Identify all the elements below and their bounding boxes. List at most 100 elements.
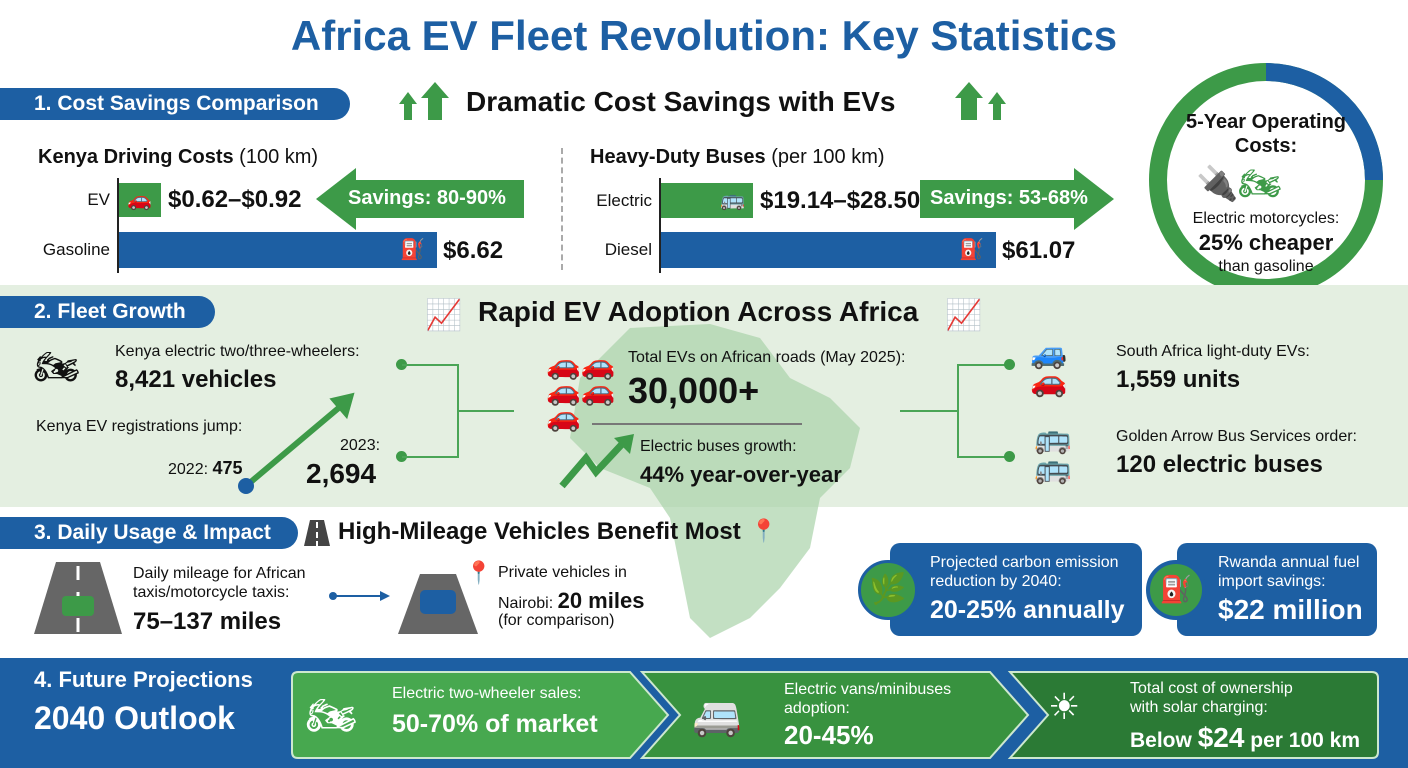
carbon-reduction-card xyxy=(890,543,1142,636)
diesel-cost-bar: ⛽ xyxy=(661,232,996,268)
connector-dot xyxy=(1004,359,1015,370)
section-4-title: 4. Future Projections xyxy=(34,667,253,692)
connector xyxy=(958,456,1008,458)
chart-growth-icon: 📈 xyxy=(425,299,463,332)
c1-label: Electric two-wheeler sales: xyxy=(392,685,582,702)
road-icon xyxy=(304,520,330,546)
gasoline-cost-bar: ⛽ xyxy=(119,232,437,268)
no-fuel-icon: ⛽ xyxy=(1146,560,1206,620)
c3-label: Total cost of ownership with solar chargi… xyxy=(1130,680,1293,716)
connector-dot xyxy=(396,451,407,462)
year-2022: 2022: 475 xyxy=(168,458,243,478)
circle-line1: Electric motorcycles: xyxy=(1192,210,1340,227)
chart-growth-icon: 📈 xyxy=(945,299,983,332)
circle-value: 25% cheaper xyxy=(1198,230,1334,255)
divider xyxy=(592,423,802,425)
section-3-pill: 3. Daily Usage & Impact xyxy=(0,517,298,549)
c1-value: 50-70% of market xyxy=(392,710,598,738)
private-label1: Private vehicles in xyxy=(498,564,627,581)
section-1-heading: Dramatic Cost Savings with EVs xyxy=(466,86,896,117)
car-road-icon xyxy=(398,574,478,634)
cars-icon: 🚙 🚗 xyxy=(1030,337,1068,398)
total-evs-value: 30,000+ xyxy=(628,370,760,411)
cars-stack-icon: 🚗🚗 🚗🚗🚗 xyxy=(546,349,616,432)
gasoline-label: Gasoline xyxy=(42,240,110,259)
private-value-line: Nairobi: 20 miles xyxy=(498,588,645,613)
gasoline-cost-value: $6.62 xyxy=(443,237,504,264)
savings-arrow-right xyxy=(920,168,1114,230)
ev-cost-bar: 🚗 xyxy=(119,183,161,217)
map-pin-icon: 📍 xyxy=(750,518,778,543)
circle-title: 5-Year Operating Costs: xyxy=(1185,111,1347,157)
private-note: (for comparison) xyxy=(498,612,615,629)
diesel-cost-value: $61.07 xyxy=(1002,237,1076,264)
sa-evs-value: 1,559 units xyxy=(1116,366,1241,393)
projection-chevrons xyxy=(291,671,1379,759)
electric-cost-bar: 🚌 xyxy=(661,183,753,218)
bus-growth-label: Electric buses growth: xyxy=(640,438,797,455)
connector xyxy=(900,410,958,412)
taxi-label: Daily mileage for African taxis/motorcycl… xyxy=(133,565,306,601)
connector-dot xyxy=(1004,451,1015,462)
total-evs-label: Total EVs on African roads (May 2025): xyxy=(628,349,906,366)
c2-value: 20-45% xyxy=(784,720,874,750)
circle-line2: than gasoline xyxy=(1218,258,1314,275)
plug-motorcycle-icon: 🔌🏍 xyxy=(1196,165,1282,203)
bus-icon: 🚌 xyxy=(720,189,745,211)
axis-line xyxy=(117,178,119,273)
connector xyxy=(402,364,458,366)
axis-line xyxy=(659,178,661,273)
africa-map xyxy=(570,324,860,638)
motorcycle-icon: 🏍 xyxy=(34,346,80,387)
section-1-pill: 1. Cost Savings Comparison xyxy=(0,88,350,120)
connector xyxy=(402,456,458,458)
registrations-label: Kenya EV registrations jump: xyxy=(36,418,243,435)
ev-label: EV xyxy=(87,190,110,209)
car-icon: 🚗 xyxy=(127,189,152,211)
carbon-label: Projected carbon emission reduction by 20… xyxy=(930,554,1119,590)
outlook-title: 2040 Outlook xyxy=(34,700,235,736)
taxi-value: 75–137 miles xyxy=(133,608,282,635)
buses-icon: 🚌 🚌 xyxy=(1034,422,1072,485)
section-3-heading: High-Mileage Vehicles Benefit Most xyxy=(338,518,741,545)
diesel-label: Diesel xyxy=(604,240,652,259)
kenya-costs-title: Kenya Driving Costs (100 km) xyxy=(38,146,319,168)
solar-panel-icon: ☀ xyxy=(1048,686,1081,727)
bus-growth-value: 44% year-over-year xyxy=(640,462,842,487)
taxi-road-icon xyxy=(34,562,122,634)
kenya-savings: Savings: 80-90% xyxy=(348,187,506,209)
carbon-value: 20-25% annually xyxy=(930,596,1125,624)
van-icon: 🚐 xyxy=(692,694,742,738)
connector xyxy=(958,364,1008,366)
connector xyxy=(458,410,514,412)
ev-cost-value: $0.62–$0.92 xyxy=(168,186,302,213)
two-wheeler-label: Kenya electric two/three-wheelers: xyxy=(115,343,360,360)
sa-evs-label: South Africa light-duty EVs: xyxy=(1116,343,1310,360)
rwanda-savings-card xyxy=(1177,543,1377,636)
year-2023: 2023: xyxy=(340,437,381,454)
savings-arrow-left xyxy=(316,168,524,230)
page-title: Africa EV Fleet Revolution: Key Statisti… xyxy=(290,12,1118,59)
divider xyxy=(561,148,563,270)
leaf-icon: 🌿 xyxy=(858,560,918,620)
value-2023: 2,694 xyxy=(306,458,377,489)
two-wheeler-value: 8,421 vehicles xyxy=(115,366,277,393)
c3-value-line: Below $24 per 100 km xyxy=(1130,722,1360,753)
c2-label: Electric vans/minibuses adoption: xyxy=(784,681,952,717)
map-pin-icon: 📍 xyxy=(465,560,493,585)
motorcycle-icon: 🏍 xyxy=(306,694,357,738)
golden-arrow-value: 120 electric buses xyxy=(1116,451,1323,478)
growth-arrow xyxy=(238,392,355,494)
bus-savings: Savings: 53-68% xyxy=(930,187,1088,209)
arrow-right-icon xyxy=(329,591,390,601)
golden-arrow-label: Golden Arrow Bus Services order: xyxy=(1116,428,1357,445)
section-2-heading: Rapid EV Adoption Across Africa xyxy=(478,296,919,327)
up-arrows-icon xyxy=(955,82,1006,120)
electric-label: Electric xyxy=(596,191,652,210)
rwanda-value: $22 million xyxy=(1218,594,1363,625)
section-2-pill: 2. Fleet Growth xyxy=(0,296,215,328)
up-arrows-icon xyxy=(399,82,449,120)
bus-costs-title: Heavy-Duty Buses (per 100 km) xyxy=(590,146,885,168)
trend-arrow-icon xyxy=(559,434,634,489)
connector-dot xyxy=(396,359,407,370)
